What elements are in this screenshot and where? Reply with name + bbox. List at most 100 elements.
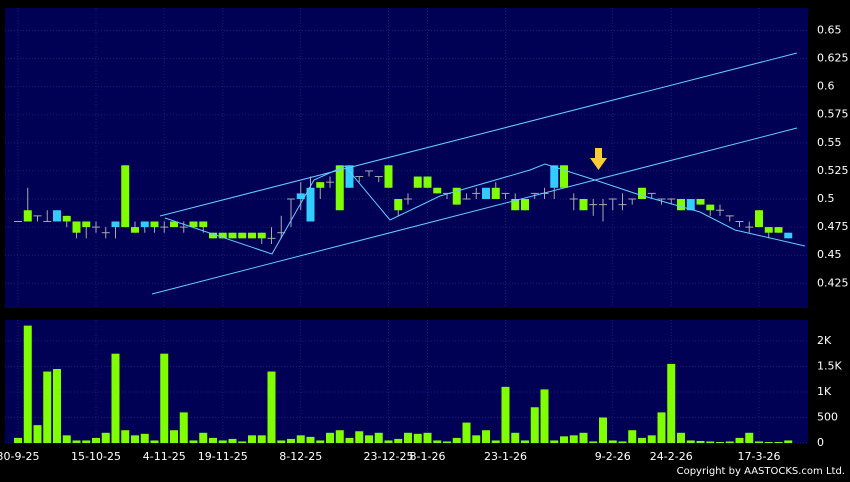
candle-body — [170, 221, 178, 228]
x-tick-label: 19-11-25 — [198, 450, 248, 463]
volume-bar — [423, 432, 432, 443]
volume-bar — [745, 432, 754, 443]
y-tick-label: 0.5 — [817, 192, 835, 205]
candle-body — [686, 199, 695, 211]
channel-upper — [159, 52, 798, 217]
volume-bar — [92, 437, 100, 443]
volume-bar — [335, 430, 344, 443]
volume-bar — [599, 417, 607, 443]
volume-bar — [569, 435, 578, 443]
candle-body — [23, 210, 32, 222]
volume-bar — [355, 431, 364, 443]
volume-bar — [647, 435, 656, 443]
y-tick-label: 0.65 — [817, 23, 842, 36]
candle-body — [82, 221, 91, 228]
candle-body — [394, 199, 403, 211]
volume-bar — [296, 435, 305, 443]
candle-body — [228, 232, 237, 239]
arrow-head — [590, 158, 607, 170]
candle-body — [560, 165, 568, 188]
volume-bar — [491, 440, 500, 443]
volume-bar — [511, 432, 520, 443]
volume-bar — [316, 440, 325, 443]
volume-bar — [677, 432, 685, 443]
volume-bar — [579, 432, 588, 443]
volume-bar — [638, 437, 646, 443]
candle-body — [209, 232, 217, 239]
candle-body — [121, 165, 130, 228]
volume-bar — [72, 440, 81, 443]
copyright: Copyright by AASTOCKS.com Ltd. — [677, 466, 845, 477]
candle-body — [638, 187, 646, 200]
candle-body — [296, 193, 305, 200]
volume-bar — [628, 430, 637, 443]
volume-bar — [716, 441, 724, 443]
candle-body — [423, 176, 432, 188]
candle-body — [257, 232, 266, 239]
x-tick-label: 24-2-26 — [650, 450, 693, 463]
volume-bar — [248, 435, 256, 443]
candle-body — [677, 199, 685, 211]
volume-bar — [140, 433, 149, 443]
volume-bar — [23, 325, 32, 443]
candle-body — [413, 176, 422, 188]
candle-body — [452, 187, 461, 205]
volume-bar — [521, 440, 529, 443]
candle-body — [755, 210, 763, 228]
volume-bar — [686, 440, 695, 443]
y-tick-label: 0.475 — [817, 220, 849, 233]
candle-body — [53, 210, 61, 222]
volume-bar — [394, 438, 403, 443]
volume-bar — [384, 440, 393, 443]
volume-bar — [189, 440, 198, 443]
volume-bar — [784, 440, 793, 443]
volume-bar — [62, 435, 71, 443]
y-tick-label: 0 — [817, 436, 824, 449]
x-tick-label: 8-12-25 — [279, 450, 322, 463]
y-tick-label: 500 — [817, 410, 838, 423]
volume-bar — [608, 440, 617, 443]
candle-body — [521, 199, 529, 211]
y-tick-label: 0.575 — [817, 108, 849, 121]
volume-bar — [618, 441, 627, 443]
volume-bar — [589, 441, 598, 443]
x-tick-label: 17-3-26 — [738, 450, 781, 463]
x-tick-label: 15-10-25 — [71, 450, 121, 463]
arrow-shaft — [595, 148, 602, 159]
candle-body — [62, 215, 71, 222]
candle-body — [131, 227, 139, 233]
volume-bar — [33, 425, 42, 443]
volume-bar — [696, 440, 705, 443]
y-tick-label: 1.5K — [817, 359, 842, 372]
channel-lower — [151, 127, 798, 295]
candle-body — [218, 232, 227, 239]
volume-bar — [657, 412, 666, 443]
volume-bar — [472, 435, 481, 443]
volume-bar — [199, 432, 208, 443]
candle-body — [111, 221, 120, 228]
volume-bar — [764, 441, 773, 443]
volume-bar — [170, 430, 178, 443]
volume-bar — [53, 368, 61, 443]
candle-body — [774, 227, 783, 233]
volume-bar — [365, 435, 373, 443]
candle-body — [764, 227, 773, 233]
y-tick-label: 0.6 — [817, 80, 835, 93]
x-tick-label: 8-1-26 — [410, 450, 446, 463]
volume-bar — [121, 430, 130, 443]
volume-bar — [150, 440, 159, 443]
volume-bar — [238, 441, 247, 443]
volume-bar — [374, 432, 383, 443]
volume-bar — [667, 363, 676, 443]
volume-bar — [160, 353, 169, 443]
y-tick-label: 0.55 — [817, 136, 842, 149]
volume-bar — [14, 437, 22, 443]
candle-body — [150, 221, 159, 228]
candle-body — [511, 199, 520, 211]
volume-bar — [43, 371, 52, 443]
volume-bar — [287, 438, 295, 443]
x-tick-label: 23-1-26 — [484, 450, 527, 463]
volume-bar — [277, 440, 286, 443]
candle-body — [248, 232, 256, 239]
